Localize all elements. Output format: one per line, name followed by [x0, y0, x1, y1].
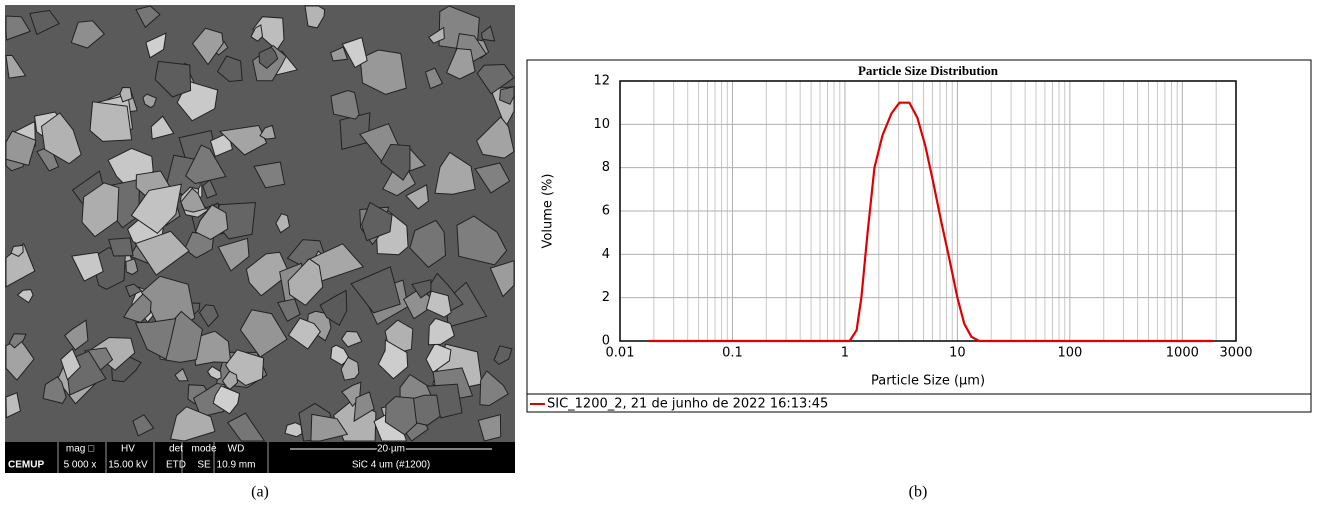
y-tick-label: 2	[602, 290, 610, 305]
y-tick-label: 4	[602, 247, 610, 262]
sem-column-head: det	[169, 444, 183, 455]
y-tick-label: 0	[602, 334, 610, 349]
sem-column-head: WD	[228, 444, 245, 455]
x-tick-label: 1000	[1166, 346, 1199, 361]
sem-column-head: mode	[191, 444, 216, 455]
sem-column-value: 10.9 mm	[217, 460, 256, 471]
y-tick-label: 12	[593, 74, 610, 89]
figure: CEMUP mag □ 5 000 x HV 15.00 kV det ETD mode SE W…	[0, 0, 1323, 506]
y-tick-label: 8	[602, 160, 610, 175]
x-axis-label: Particle Size (µm)	[871, 374, 985, 389]
sem-logo: CEMUP	[8, 460, 44, 471]
panel-label: (b)	[909, 484, 928, 501]
grain	[331, 91, 359, 120]
x-tick-label: 3000	[1219, 346, 1252, 361]
x-tick-label: 10	[949, 346, 966, 361]
panel-label: (a)	[251, 484, 269, 501]
sem-column-value: 5 000 x	[64, 460, 97, 471]
grain	[109, 238, 133, 256]
y-tick-label: 10	[593, 117, 610, 132]
sem-column-value: 15.00 kV	[108, 460, 148, 471]
data-line	[649, 103, 1214, 341]
sem-column-value: SE	[197, 460, 211, 471]
sem-scale-label: 20 µm	[377, 444, 405, 455]
chart-title: Particle Size Distribution	[858, 63, 999, 78]
grain	[90, 102, 132, 142]
sem-column-head: HV	[121, 444, 135, 455]
x-tick-label: 1	[841, 346, 849, 361]
x-tick-label: 100	[1057, 346, 1082, 361]
sem-sample: SiC 4 um (#1200)	[352, 460, 430, 471]
y-tick-label: 6	[602, 204, 610, 219]
legend-label: SIC_1200_2, 21 de junho de 2022 16:13:45	[547, 397, 828, 412]
sem-column-head: mag □	[66, 444, 94, 455]
sem-column-value: ETD	[166, 460, 186, 471]
y-axis-label: Volume (%)	[541, 174, 556, 249]
x-tick-label: 0.1	[722, 346, 743, 361]
